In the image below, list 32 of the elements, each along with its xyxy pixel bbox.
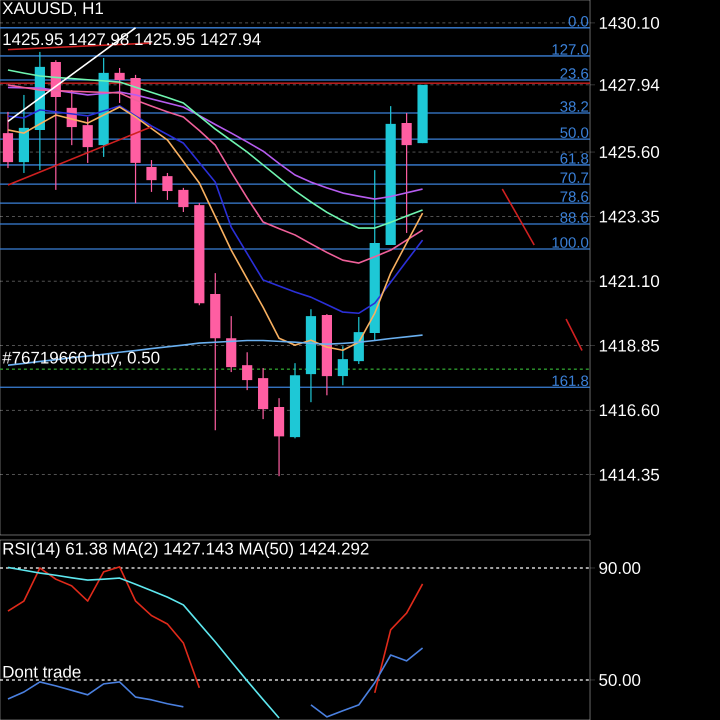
candlestick [338, 346, 348, 386]
annotation: 0.0 [568, 16, 588, 27]
candlestick [242, 352, 252, 391]
y-tick-label: 1414.35 [600, 468, 660, 481]
candlestick [402, 112, 412, 234]
annotation: 50.0 [560, 127, 588, 138]
y-tick-label: 1427.94 [600, 78, 660, 91]
annotation: 78.6 [560, 191, 588, 202]
annotation: 70.7 [560, 172, 588, 183]
candlestick [82, 116, 93, 164]
y-tick-label: 1421.10 [600, 275, 660, 288]
candlestick [146, 159, 157, 193]
annotation: 38.2 [560, 101, 588, 112]
chart-title: XAUUSD, H1 [2, 2, 103, 16]
annotation: 88.6 [560, 212, 588, 223]
annotation: 161.8 [552, 375, 588, 386]
annotation: Dont trade [4, 665, 81, 678]
y-tick-label: 1425.60 [600, 146, 660, 158]
y-tick-label: 1416.60 [600, 404, 660, 416]
y-tick-label: 90.00 [599, 562, 640, 574]
y-tick-label: 1418.85 [600, 340, 660, 352]
annotation: 100.0 [552, 237, 588, 248]
candlestick [162, 172, 173, 201]
y-tick-label: 1423.35 [600, 210, 660, 223]
chart-title: RSI(14) 61.38 MA(2) 1427.143 MA(50) 1424.292 [4, 542, 368, 558]
y-tick-label: 50.00 [599, 674, 640, 686]
annotation: 23.6 [560, 68, 588, 79]
annotation: 61.8 [560, 153, 588, 164]
annotation: 127.0 [552, 44, 588, 55]
candlestick [114, 67, 125, 104]
y-tick-label: 1430.10 [600, 16, 660, 29]
candlestick [178, 187, 188, 213]
